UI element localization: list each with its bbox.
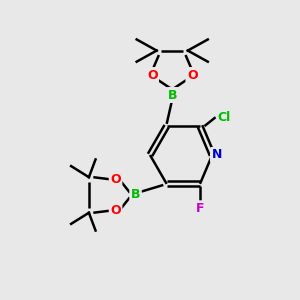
Text: O: O: [110, 204, 121, 217]
Text: B: B: [167, 88, 177, 101]
Text: O: O: [110, 173, 121, 186]
Text: Cl: Cl: [218, 111, 231, 124]
Text: B: B: [131, 188, 140, 202]
Text: F: F: [196, 202, 204, 215]
Text: N: N: [212, 148, 222, 161]
Text: O: O: [147, 68, 158, 82]
Text: O: O: [187, 68, 197, 82]
